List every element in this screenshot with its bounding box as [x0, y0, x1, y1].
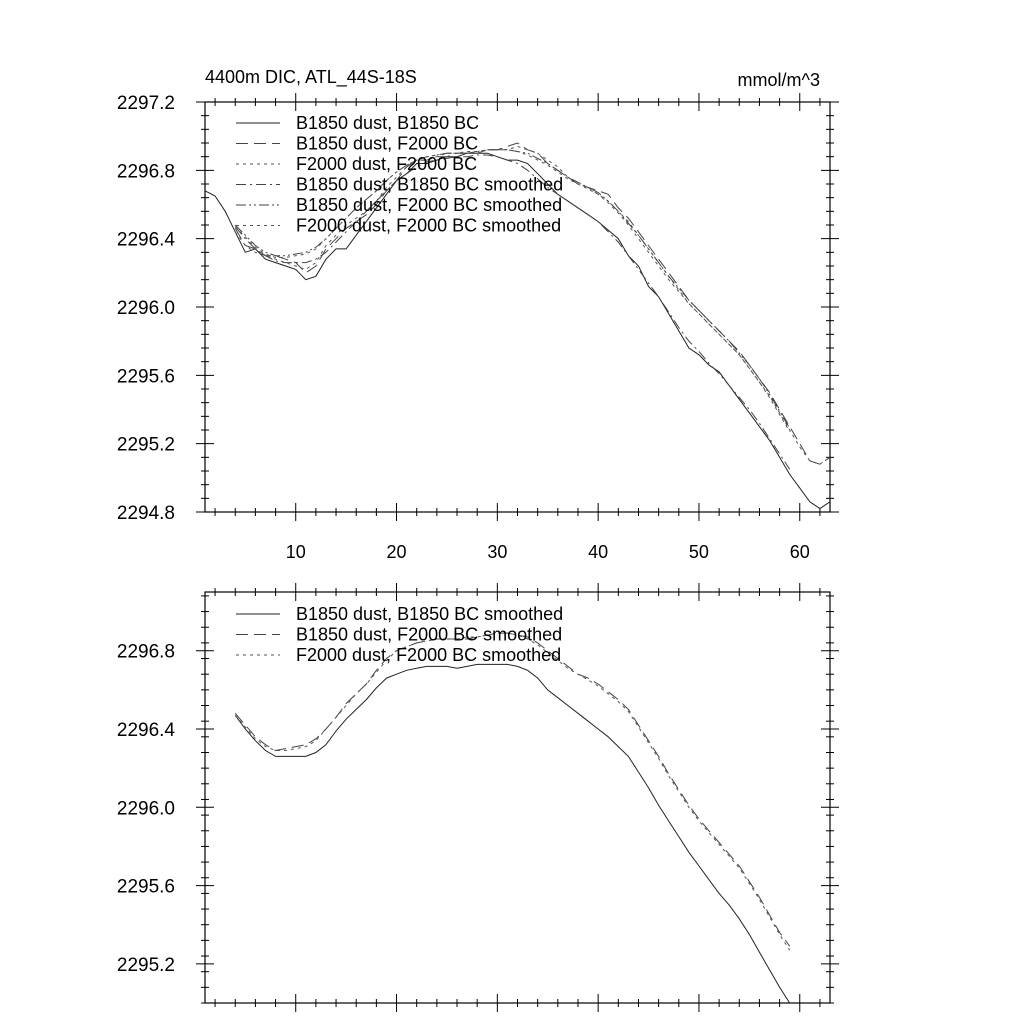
y-tick-label: 2296.4 [117, 230, 176, 251]
y-tick-label: 2296.8 [117, 161, 175, 182]
y-tick-label: 2296.0 [117, 798, 175, 819]
legend-label-5: B1850 dust, F2000 BC smoothed [296, 195, 562, 215]
y-tick-label: 2295.2 [117, 955, 175, 976]
y-tick-label: 2295.2 [117, 435, 175, 456]
legend-label-1: B1850 dust, B1850 BC [296, 113, 479, 133]
chart-title: 4400m DIC, ATL_44S-18S [205, 67, 417, 88]
series-line-2 [234, 632, 791, 947]
x-tick-label: 20 [387, 542, 407, 562]
legend-label-6: F2000 dust, F2000 BC smoothed [296, 216, 561, 236]
units-label: mmol/m^3 [738, 70, 820, 90]
y-tick-label: 2296.8 [117, 642, 175, 663]
y-tick-label: 2295.6 [117, 877, 175, 898]
series-line-3 [234, 632, 791, 951]
x-tick-label: 40 [588, 542, 608, 562]
legend-label-3: F2000 dust, F2000 BC [296, 154, 477, 174]
top-panel: 10 20 30 40 50 60 2294.8 2295.2 2295.6 2296.0 2296… [117, 67, 839, 562]
legend-label-1: B1850 dust, B1850 BC smoothed [296, 604, 563, 624]
x-tick-label: 50 [689, 542, 709, 562]
y-tick-label: 2295.6 [117, 366, 175, 387]
x-tick-label: 10 [286, 542, 306, 562]
series-line-1 [205, 152, 830, 510]
series-line-6 [234, 149, 791, 432]
legend-label-4: B1850 dust, B1850 BC smoothed [296, 175, 563, 195]
y-tick-label: 2296.0 [117, 298, 175, 319]
series-line-1 [234, 663, 791, 1003]
series-line-3 [234, 145, 830, 465]
legend-label-2: B1850 dust, F2000 BC [296, 134, 478, 154]
legend-label-2: B1850 dust, F2000 BC smoothed [296, 625, 562, 645]
bottom-panel: 2295.2 2295.6 2296.0 2296.4 2296.8 B1850 dust… [117, 583, 839, 1012]
y-tick-label: 2294.8 [117, 503, 175, 524]
x-tick-label: 60 [790, 542, 810, 562]
legend-label-3: F2000 dust, F2000 BC smoothed [296, 645, 561, 665]
x-tick-label: 30 [487, 542, 507, 562]
y-tick-label: 2297.2 [117, 93, 175, 114]
series-line-4 [234, 154, 791, 470]
y-tick-label: 2296.4 [117, 720, 176, 741]
series-line-5 [234, 149, 791, 429]
